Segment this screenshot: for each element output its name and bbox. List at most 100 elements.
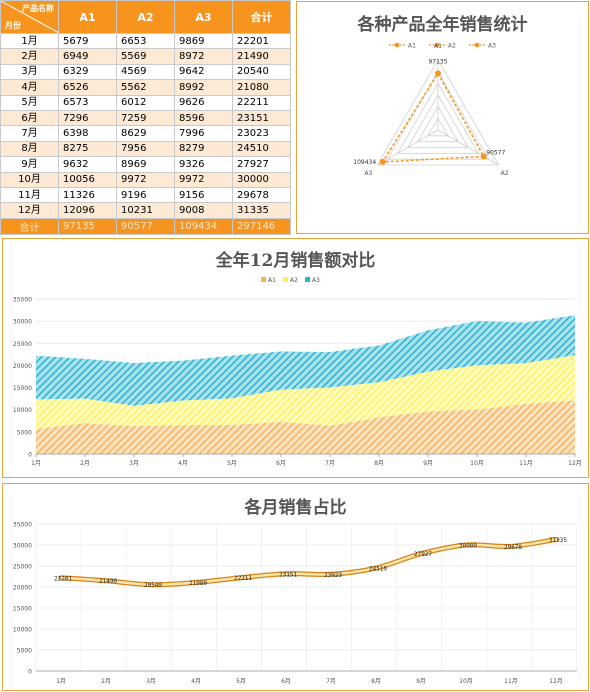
radar-grid-ring [427,117,449,137]
radar-grid-ring [376,59,500,166]
table-row: 10月 10056 9972 9972 30000 [0,171,291,188]
radar-axis [377,129,439,166]
legend-label: A1 [408,43,416,50]
y-tick-label: 5000 [17,648,32,655]
value-cell: 11326 [58,186,117,204]
table-row: 6月 7296 7259 8596 23151 [0,109,291,127]
x-tick-label: 6月 [276,460,286,467]
value-cell: 10231 [116,202,175,219]
corner-month-label: 月份 [5,21,21,30]
radar-grid-ring [406,94,470,148]
value-cell: 24510 [232,140,291,158]
radar-chart: A1 A2 A3 A1 A2 A3 97135 90577 109434 [353,42,509,178]
x-tick-label: 12月 [549,678,563,685]
x-tick-label: 10月 [459,678,473,685]
value-cell: 6949 [58,48,117,65]
legend-label: A3 [488,43,496,50]
y-tick-label: 20000 [13,585,32,592]
area-chart-title: 全年12月销售额对比 [215,251,376,271]
total-cell: 109434 [174,217,233,235]
table-row: 12月 12096 10231 9008 31335 [0,202,291,219]
radar-chart-panel: 各种产品全年销售统计 A1 A2 A3 A1 A2 A3 97135 90577 109434 [296,1,589,234]
line-data-label: 23023 [324,572,342,579]
value-cell: 31335 [232,202,291,219]
table-header-row: 产品名称 月份 A1 A2 A3 合计 [0,0,291,34]
radar-axis [437,129,499,166]
x-tick-label: 10月 [470,460,484,467]
radar-data-label: 90577 [486,149,505,156]
corner-diagonal [1,1,59,33]
value-cell: 23023 [232,125,291,142]
y-tick-label: 15000 [13,606,32,613]
y-tick-label: 35000 [13,297,32,304]
month-cell: 3月 [0,63,59,81]
value-cell: 9326 [174,156,233,173]
value-cell: 21490 [232,48,291,65]
x-tick-label: 7月 [326,678,336,685]
table-row: 2月 6949 5569 8972 21490 [0,48,291,65]
y-tick-label: 15000 [13,385,32,392]
line-data-label: 24510 [369,566,387,573]
value-cell: 9008 [174,202,233,219]
y-tick-label: 30000 [13,543,32,550]
table-body: 1月 5679 6653 9869 22201 2月 6949 5569 8972 21490 3月… [0,32,291,219]
radar-point [435,70,441,77]
line-data-label: 22211 [234,575,252,582]
value-cell: 9869 [174,32,233,50]
value-cell: 9626 [174,94,233,111]
value-cell: 6329 [58,63,117,81]
total-cell: 297146 [232,217,291,235]
column-header: A2 [116,0,175,34]
month-cell: 7月 [0,125,59,142]
value-cell: 5679 [58,32,117,50]
line-data-label: 21080 [189,580,207,587]
area-series-A1 [36,400,575,454]
x-tick-label: 1月 [31,460,41,467]
y-tick-label: 10000 [13,627,32,634]
value-cell: 7296 [58,109,117,127]
x-tick-label: 3月 [129,460,139,467]
total-cell: 90577 [116,217,175,235]
month-cell: 10月 [0,171,59,188]
legend-label: A2 [448,43,456,50]
value-cell: 6012 [116,94,175,111]
x-tick-label: 9月 [416,678,426,685]
x-tick-label: 2月 [80,460,90,467]
value-cell: 12096 [58,202,117,219]
value-cell: 6653 [116,32,175,50]
legend-label: A2 [290,277,298,284]
value-cell: 9156 [174,186,233,204]
value-cell: 8969 [116,156,175,173]
radar-grid-ring [417,105,459,143]
area-chart: A1 A2 A3 0 5000 10000 15000 20000 25000 30000 3500… [13,277,582,467]
legend-swatch [261,277,266,282]
radar-grid-ring [396,82,480,154]
y-tick-label: 10000 [13,407,32,414]
legend-marker [434,42,440,48]
radar-chart-title: 各种产品全年销售统计 [357,15,528,35]
legend-swatch [305,277,310,282]
table-row: 3月 6329 4569 9642 20540 [0,63,291,81]
y-tick-label: 0 [28,669,32,676]
column-header: A1 [58,0,117,34]
legend-marker [474,42,480,48]
area-series-A2 [36,355,575,429]
radar-series-line [381,71,485,163]
table-row: 5月 6573 6012 9626 22211 [0,94,291,111]
value-cell: 9972 [174,171,233,188]
table-row: 11月 11326 9196 9156 29678 [0,186,291,204]
radar-category-label: A3 [364,170,372,177]
x-tick-label: 8月 [374,460,384,467]
value-cell: 29678 [232,186,291,204]
value-cell: 6398 [58,125,117,142]
column-header: A3 [174,0,233,34]
value-cell: 8275 [58,140,117,158]
line-data-label: 22201 [54,575,72,582]
value-cell: 5562 [116,79,175,96]
x-tick-label: 7月 [325,460,335,467]
x-tick-label: 12月 [568,460,582,467]
radar-point [379,158,386,165]
value-cell: 9632 [58,156,117,173]
x-tick-label: 3月 [146,678,156,685]
value-cell: 7996 [174,125,233,142]
